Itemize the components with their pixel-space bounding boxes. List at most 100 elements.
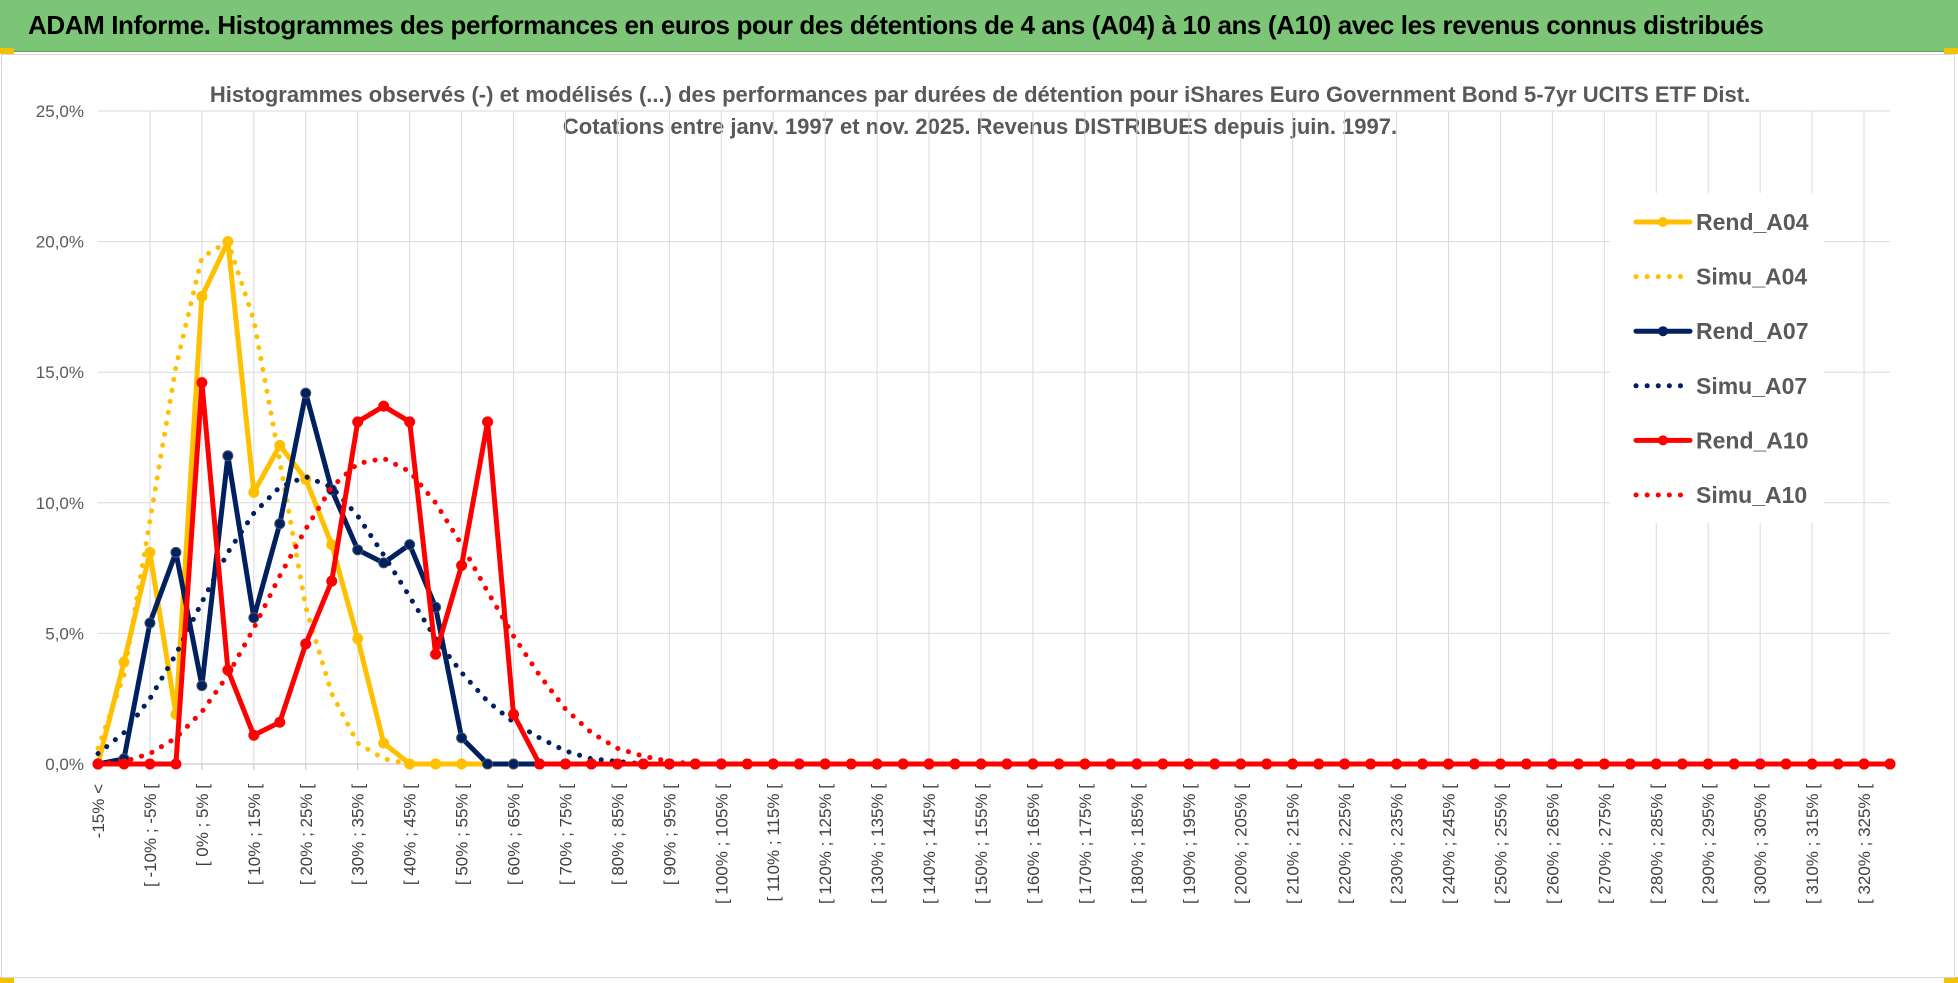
- data-point: [482, 416, 494, 428]
- x-tick-label: [ 160% ; 165% [: [1024, 784, 1043, 904]
- data-point: [248, 612, 260, 624]
- x-tick-label: [ 220% ; 225% [: [1336, 784, 1355, 904]
- y-tick-label: 0,0%: [45, 755, 84, 774]
- x-tick-label: [ 100% ; 105% [: [712, 784, 731, 904]
- x-tick-label: [ 300% ; 305% [: [1751, 784, 1770, 904]
- data-point: [637, 758, 649, 770]
- legend-label: Simu_A07: [1696, 373, 1807, 399]
- data-point: [300, 387, 312, 399]
- data-point: [144, 758, 156, 770]
- data-point: [196, 290, 208, 302]
- series-Simu_A04: [95, 239, 1893, 767]
- x-tick-label: [ 10% ; 15% [: [245, 784, 264, 885]
- y-tick-label: 5,0%: [45, 624, 84, 643]
- x-tick-label: [ 90% ; 95% [: [660, 784, 679, 885]
- x-tick-label: [ 210% ; 215% [: [1284, 784, 1303, 904]
- x-tick-label: [ 0% ; 5% [: [193, 784, 212, 866]
- x-tick-label: [ 60% ; 65% [: [505, 784, 524, 885]
- data-point: [274, 518, 286, 530]
- legend-label: Rend_A10: [1696, 427, 1808, 453]
- chart-title-line: Histogrammes observés (-) et modélisés (…: [210, 82, 1750, 107]
- data-point: [144, 617, 156, 629]
- data-point: [222, 450, 234, 462]
- data-point: [170, 758, 182, 770]
- x-tick-label: [ 150% ; 155% [: [972, 784, 991, 904]
- data-point: [352, 416, 364, 428]
- y-tick-label: 15,0%: [36, 363, 84, 382]
- y-tick-label: 25,0%: [36, 102, 84, 121]
- series-Simu_A10: [95, 455, 1893, 767]
- x-tick-label: [ 180% ; 185% [: [1128, 784, 1147, 904]
- legend-item: Rend_A04: [1633, 209, 1809, 235]
- legend-label: Simu_A10: [1696, 482, 1807, 508]
- legend-item: Simu_A10: [1633, 482, 1807, 508]
- data-point: [585, 758, 597, 770]
- x-tick-label: [ 110% ; 115% [: [764, 784, 783, 902]
- data-point: [144, 546, 156, 558]
- data-point: [248, 486, 260, 498]
- data-point: [508, 708, 520, 720]
- data-point: [534, 758, 546, 770]
- data-point: [352, 633, 364, 645]
- x-tick-label: [ 30% ; 35% [: [349, 784, 368, 885]
- x-tick-label: -15% <: [89, 784, 108, 838]
- corner-mark-bottom-right: [1944, 977, 1958, 983]
- x-tick-label: [ 50% ; 55% [: [453, 784, 472, 885]
- legend-item: Simu_A07: [1633, 373, 1807, 399]
- x-tick-label: [ 200% ; 205% [: [1232, 784, 1251, 904]
- corner-mark-bottom-left: [0, 977, 14, 983]
- legend-item: Simu_A04: [1633, 264, 1807, 290]
- y-tick-label: 20,0%: [36, 233, 84, 252]
- data-point: [611, 758, 623, 770]
- legend-label: Rend_A04: [1696, 209, 1809, 235]
- data-point: [326, 575, 338, 587]
- series-line: [95, 239, 1893, 767]
- header-banner: ADAM Informe. Histogrammes des performan…: [0, 0, 1958, 52]
- data-point: [170, 546, 182, 558]
- x-tick-label: [ 250% ; 255% [: [1491, 784, 1510, 904]
- x-tick-label: [ 170% ; 175% [: [1076, 784, 1095, 904]
- legend-item: Rend_A07: [1633, 318, 1808, 344]
- data-point: [456, 559, 468, 571]
- legend-label: Simu_A04: [1696, 264, 1807, 290]
- legend-label: Rend_A07: [1696, 318, 1808, 344]
- x-tick-label: [ 40% ; 45% [: [401, 784, 420, 885]
- data-point: [248, 729, 260, 741]
- legend-background: [1610, 193, 1824, 523]
- series-line: [95, 455, 1893, 767]
- data-point: [196, 377, 208, 389]
- x-tick-label: [ 240% ; 245% [: [1439, 784, 1458, 904]
- y-tick-label: 10,0%: [36, 494, 84, 513]
- data-point: [482, 758, 494, 770]
- chart-title: Histogrammes observés (-) et modélisés (…: [210, 82, 1750, 139]
- x-tick-label: [ 290% ; 295% [: [1699, 784, 1718, 904]
- x-tick-label: [ 120% ; 125% [: [816, 784, 835, 904]
- data-point: [456, 732, 468, 744]
- x-tick-label: [ 130% ; 135% [: [868, 784, 887, 904]
- corner-mark-top-left: [0, 48, 14, 54]
- data-point: [378, 737, 390, 749]
- chart-title-line: Cotations entre janv. 1997 et nov. 2025.…: [563, 114, 1397, 139]
- corner-mark-top-right: [1944, 48, 1958, 54]
- data-point: [196, 680, 208, 692]
- x-tick-label: [ 320% ; 325% [: [1855, 784, 1874, 904]
- page-title: ADAM Informe. Histogrammes des performan…: [28, 10, 1764, 40]
- data-point: [559, 758, 571, 770]
- legend-marker: [1658, 217, 1668, 227]
- x-tick-label: [ -10% ; -5% [: [141, 784, 160, 887]
- x-tick-label: [ 280% ; 285% [: [1647, 784, 1666, 904]
- data-point: [1884, 758, 1896, 770]
- x-tick-label: [ 270% ; 275% [: [1595, 784, 1614, 904]
- x-tick-label: [ 190% ; 195% [: [1180, 784, 1199, 904]
- data-point: [508, 758, 520, 770]
- data-point: [404, 539, 416, 551]
- legend-marker: [1658, 326, 1668, 337]
- data-point: [352, 544, 364, 556]
- data-point: [378, 400, 390, 412]
- data-point: [430, 648, 442, 660]
- x-tick-label: [ 80% ; 85% [: [608, 784, 627, 885]
- x-tick-label: [ 260% ; 265% [: [1543, 784, 1562, 904]
- x-tick-label: [ 230% ; 235% [: [1388, 784, 1407, 904]
- x-tick-label: [ 70% ; 75% [: [556, 784, 575, 885]
